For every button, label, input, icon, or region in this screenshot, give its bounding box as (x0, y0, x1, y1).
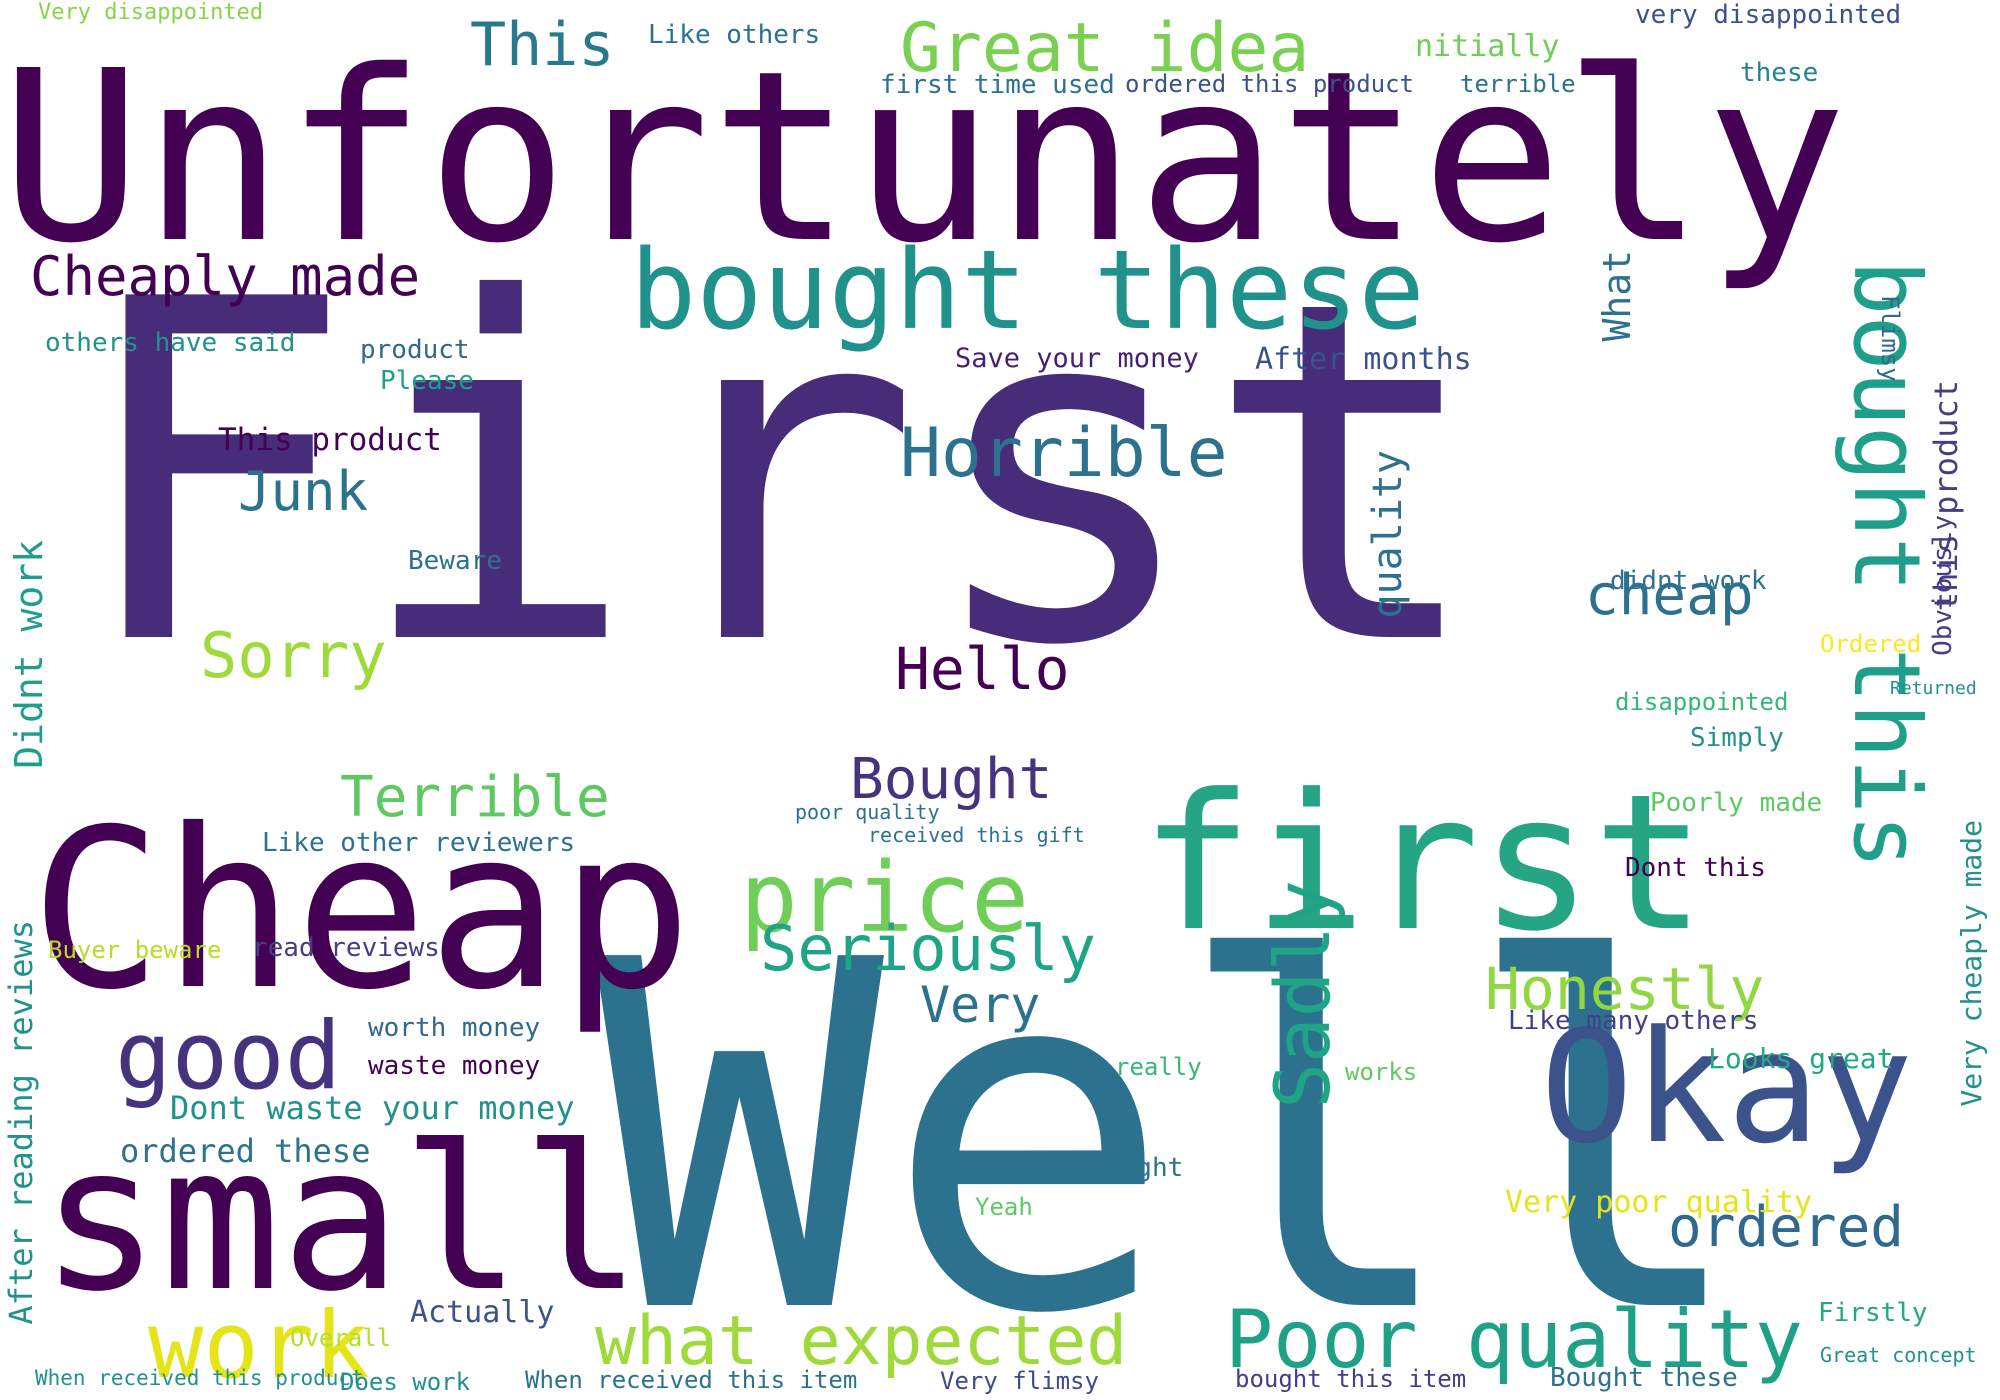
word-cloud-word: Flimsy (1876, 295, 1904, 382)
word-cloud-word: Firstly (1818, 1298, 1928, 1328)
word-cloud-word: Well (595, 860, 1751, 1400)
word-cloud-word: Cheap (30, 782, 693, 1038)
word-cloud-word: Very disappointed (38, 0, 264, 25)
word-cloud-word: nitially (1415, 29, 1560, 64)
word-cloud-word: good (115, 1002, 342, 1111)
word-cloud-word: Seriously (760, 912, 1096, 985)
word-cloud-word: What (1595, 250, 1639, 342)
word-cloud-word: Very cheaply made (1955, 820, 1988, 1107)
word-cloud-word: quality (1365, 450, 1411, 619)
word-cloud-word: worth money (368, 1013, 541, 1043)
word-cloud-word: first (1140, 754, 1706, 973)
word-cloud-word: Does work (340, 1368, 471, 1396)
word-cloud-word: Returned (1890, 678, 1977, 699)
word-cloud-word: Simply (1690, 723, 1784, 753)
word-cloud-word: terrible (1460, 70, 1576, 98)
word-cloud-word: Cheaply made (30, 245, 421, 308)
word-cloud-word: Yeah (975, 1193, 1033, 1221)
word-cloud-word: ordered these (120, 1132, 371, 1170)
word-cloud-word: Right (1105, 1153, 1184, 1183)
word-cloud-word: First (72, 201, 1487, 748)
word-cloud-word: Terrible (340, 765, 610, 830)
word-cloud-word: ordered (1668, 1195, 1905, 1260)
word-cloud-word: Poorly made (1650, 788, 1823, 818)
word-cloud-word: ordered this product (1125, 70, 1414, 98)
word-cloud-word: Honestly (1485, 955, 1765, 1023)
word-cloud-word: Save your money (955, 343, 1199, 374)
word-cloud-word: Like others (648, 20, 821, 50)
word-cloud-word: Beware (408, 546, 502, 576)
word-cloud-word: Didnt work (7, 540, 51, 769)
word-cloud-word: Please (380, 366, 474, 396)
word-cloud-word: poor quality (795, 800, 940, 824)
word-cloud-word: Sorry (200, 619, 387, 692)
word-cloud-word: product (360, 335, 470, 365)
word-cloud-word: Overall (290, 1324, 392, 1352)
word-cloud-word: This (470, 10, 615, 80)
word-cloud-word: received this gift (868, 823, 1085, 847)
word-cloud-word: Hello (895, 635, 1070, 703)
word-cloud-word: work (148, 1292, 370, 1399)
word-cloud-word: waste money (368, 1051, 541, 1081)
word-cloud-word: read reviews (252, 933, 440, 963)
word-cloud-word: didnt work (1610, 566, 1767, 596)
word-cloud-word: works (1345, 1058, 1418, 1086)
word-cloud-word: bought this (1833, 260, 1940, 870)
word-cloud-word: After reading reviews (2, 920, 40, 1325)
word-cloud-word: Okay (1540, 997, 1914, 1178)
word-cloud-word: Like many others (1508, 1006, 1759, 1036)
word-cloud-word: Sadly (1258, 880, 1347, 1109)
word-cloud-word: Dont waste your money (170, 1089, 575, 1127)
word-cloud-word: Buyer beware (48, 936, 222, 964)
word-cloud-word: Great idea (900, 9, 1310, 88)
word-cloud-word: Very flimsy (940, 1367, 1099, 1395)
word-cloud-word: Great concept (1820, 1343, 1977, 1367)
word-cloud-word: really (1115, 1053, 1202, 1081)
word-cloud-word: This product (218, 422, 442, 458)
word-cloud-word: price (740, 842, 1029, 954)
word-cloud-word: Horrible (900, 414, 1228, 493)
word-cloud-word: When received this item (525, 1366, 858, 1394)
word-cloud-word: Bought these (1550, 1363, 1738, 1393)
word-cloud-word: others have said (45, 328, 296, 358)
word-cloud-word: first time used (880, 70, 1115, 100)
word-cloud-word: Dont this (1625, 853, 1766, 883)
word-cloud-word: Bought (850, 747, 1053, 812)
word-cloud-word: Ordered (1820, 630, 1922, 658)
word-cloud-word: Very (920, 976, 1041, 1034)
word-cloud-word: bought these (630, 226, 1425, 354)
word-cloud-word: Looks great (1708, 1042, 1894, 1075)
word-cloud-word: small (40, 1103, 643, 1336)
word-cloud-word: these (1740, 58, 1819, 88)
word-cloud-word: After months (1255, 342, 1472, 377)
word-cloud-word: When received this product (35, 1366, 364, 1390)
word-cloud-word: cheap (1585, 563, 1754, 628)
word-cloud-word: Obviously (1928, 515, 1958, 656)
word-cloud-word: Actually (410, 1295, 555, 1330)
word-cloud-word: disappointed (1615, 688, 1789, 716)
word-cloud-word: what expected (595, 1302, 1128, 1381)
word-cloud-word: bought this item (1235, 1365, 1467, 1393)
word-cloud-word: Junk (238, 460, 369, 523)
word-cloud-word: Like other reviewers (262, 828, 576, 858)
word-cloud-word: Poor quality (1225, 1293, 1803, 1386)
word-cloud-word: very disappointed (1635, 0, 1902, 30)
word-cloud-word: Very poor quality (1505, 1185, 1813, 1220)
word-cloud-word: Unfortunately (0, 20, 1848, 295)
